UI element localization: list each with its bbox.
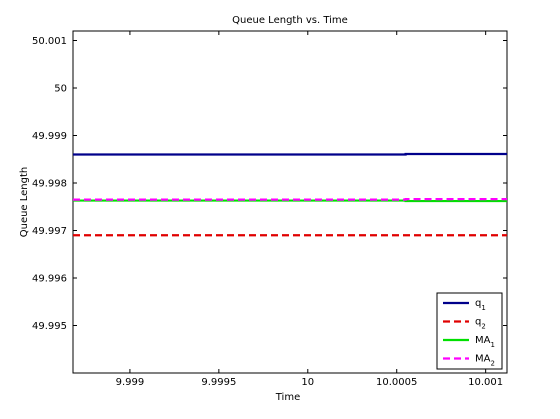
y-tick-label: 49.996 — [32, 274, 67, 285]
legend-subscript: 1 — [490, 341, 494, 349]
legend-entry-1: q1 — [475, 298, 486, 312]
chart-title: Queue Length vs. Time — [232, 15, 348, 26]
y-axis-label: Queue Length — [19, 167, 30, 238]
x-axis: 9.999 9.9995 10 10.0005 10.001 — [116, 31, 503, 388]
legend-entry-2: q2 — [475, 317, 486, 331]
legend-entry-3: MA1 — [475, 335, 495, 349]
legend-box — [436, 292, 503, 370]
y-tick-label: 49.998 — [32, 179, 67, 190]
legend-subscript: 1 — [481, 304, 485, 312]
y-tick-label: 50 — [54, 84, 67, 95]
legend-subscript: 2 — [481, 323, 485, 331]
x-tick-label: 9.999 — [116, 377, 145, 388]
y-tick-label: 49.999 — [32, 131, 67, 142]
y-axis: 49.995 49.996 49.997 49.998 49.999 50 50.001 — [32, 36, 507, 332]
y-tick-label: 50.001 — [32, 36, 67, 47]
x-tick-label: 10 — [301, 377, 314, 388]
x-tick-label: 9.9995 — [201, 377, 236, 388]
legend-subscript: 2 — [490, 360, 494, 368]
x-axis-label: Time — [275, 392, 300, 403]
series-layer — [73, 152, 507, 237]
legend-entry-4: MA2 — [475, 354, 495, 368]
legend: q1 q2 MA1 MA2 — [436, 292, 503, 370]
x-tick-label: 10.0005 — [376, 377, 417, 388]
y-tick-label: 49.995 — [32, 321, 67, 332]
y-tick-label: 49.997 — [32, 226, 67, 237]
x-tick-label: 10.001 — [468, 377, 503, 388]
